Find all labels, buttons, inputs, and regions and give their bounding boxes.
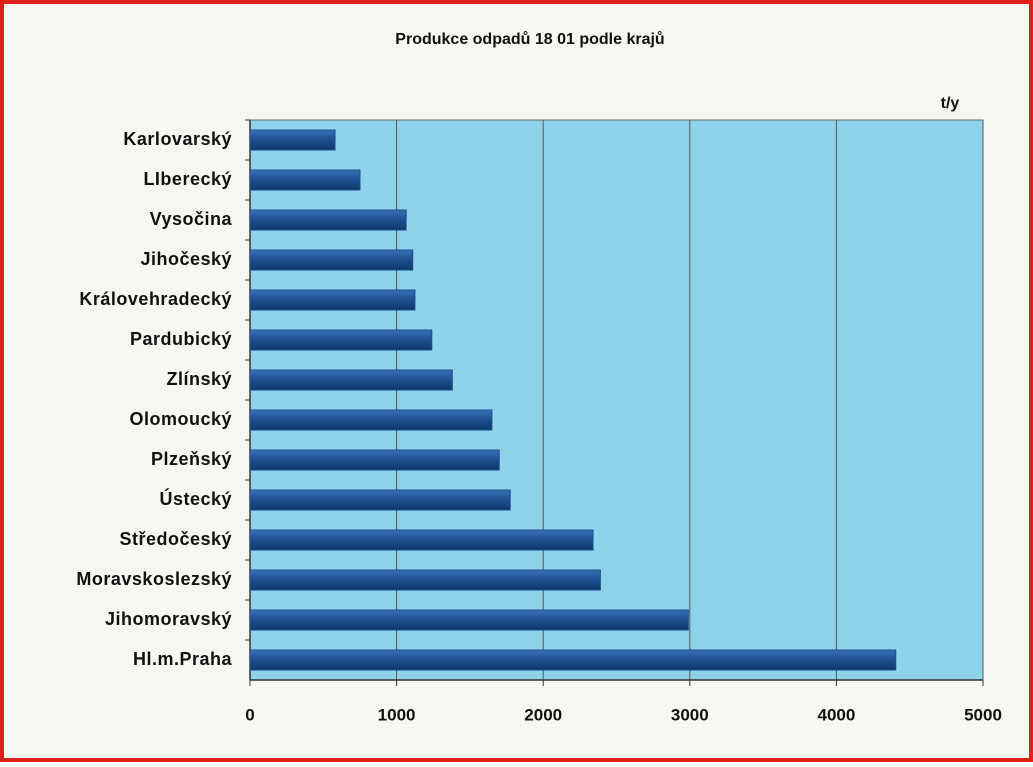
bar xyxy=(249,489,511,511)
y-tick-label: LIberecký xyxy=(143,169,232,189)
bar xyxy=(249,569,601,591)
y-tick-label: Středočeský xyxy=(119,529,232,549)
bar xyxy=(249,609,689,631)
y-tick-label: Plzeňský xyxy=(151,449,232,469)
bar xyxy=(249,209,407,231)
chart-title: Produkce odpadů 18 01 podle krajů xyxy=(395,31,664,48)
y-tick-label: Hl.m.Praha xyxy=(133,649,233,669)
bar xyxy=(249,169,361,191)
y-tick-label: Jihočeský xyxy=(140,249,232,269)
x-tick-label: 1000 xyxy=(378,705,416,724)
bar xyxy=(249,649,897,671)
bar xyxy=(249,449,500,471)
axis-unit: t/y xyxy=(941,95,960,112)
y-tick-label: Ústecký xyxy=(159,488,232,509)
x-tick-label: 5000 xyxy=(964,705,1002,724)
plot-area xyxy=(249,119,984,681)
bar xyxy=(249,289,416,311)
x-tick-label: 3000 xyxy=(671,705,709,724)
bar xyxy=(249,529,594,551)
y-tick-label: Zlínský xyxy=(166,369,232,389)
x-tick-label: 4000 xyxy=(817,705,855,724)
bar xyxy=(249,409,493,431)
y-tick-label: Pardubický xyxy=(130,329,232,349)
y-tick-label: Karlovarský xyxy=(123,129,232,149)
y-tick-label: Moravskoslezský xyxy=(76,569,232,589)
y-tick-label: Vysočina xyxy=(150,209,233,229)
x-tick-label: 0 xyxy=(245,705,254,724)
bar xyxy=(249,329,433,351)
y-tick-label: Královehradecký xyxy=(79,289,232,309)
bar xyxy=(249,369,453,391)
bar xyxy=(249,249,414,271)
x-tick-label: 2000 xyxy=(524,705,562,724)
bar xyxy=(249,129,336,151)
y-tick-label: Olomoucký xyxy=(129,409,232,429)
y-tick-label: Jihomoravský xyxy=(105,609,232,629)
